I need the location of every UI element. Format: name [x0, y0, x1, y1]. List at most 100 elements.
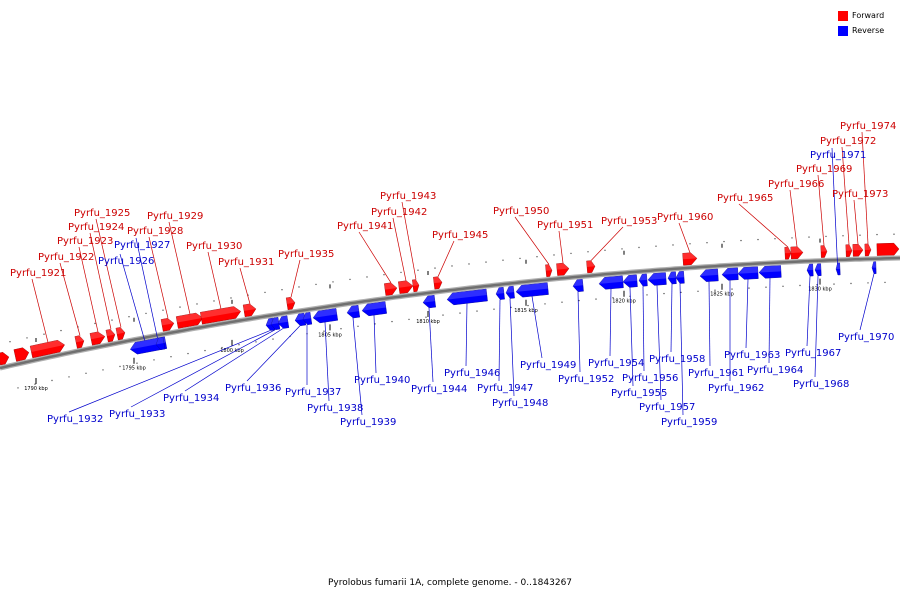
- gene-arrow-pyrfu-1923[interactable]: [89, 331, 106, 346]
- gene-arrow-pyrfu-1968[interactable]: [814, 263, 822, 277]
- gene-arrow-pyrfu-1955[interactable]: [622, 274, 638, 288]
- gene-label[interactable]: Pyrfu_1935: [278, 249, 334, 260]
- gene-arrow-pyrfu-1944[interactable]: [422, 294, 436, 309]
- gene-label[interactable]: Pyrfu_1963: [724, 350, 780, 361]
- gene-arrow-pyrfu-1953[interactable]: [586, 260, 596, 274]
- gene-arrow-unlabeled[interactable]: [13, 347, 30, 362]
- gene-arrow-pyrfu-1935[interactable]: [285, 296, 296, 310]
- gene-arrow-pyrfu-1928[interactable]: [160, 317, 175, 332]
- gene-label[interactable]: Pyrfu_1949: [520, 360, 576, 371]
- gene-arrow-pyrfu-1936[interactable]: [294, 312, 307, 327]
- gene-label[interactable]: Pyrfu_1956: [622, 373, 678, 384]
- gene-arrow-pyrfu-1941[interactable]: [384, 282, 398, 296]
- gene-arrow-unlabeled[interactable]: [0, 351, 10, 366]
- gene-arrow-pyrfu-1951[interactable]: [556, 262, 570, 276]
- gene-label[interactable]: Pyrfu_1932: [47, 414, 103, 425]
- gene-arrow-pyrfu-1943[interactable]: [412, 279, 420, 293]
- gene-label[interactable]: Pyrfu_1954: [588, 358, 644, 369]
- gene-label[interactable]: Pyrfu_1962: [708, 383, 764, 394]
- gene-arrow-pyrfu-1963[interactable]: [737, 266, 759, 280]
- gene-arrow-pyrfu-1940[interactable]: [361, 301, 387, 317]
- gene-label[interactable]: Pyrfu_1952: [558, 374, 614, 385]
- gene-label[interactable]: Pyrfu_1938: [307, 403, 363, 414]
- gene-label[interactable]: Pyrfu_1924: [68, 222, 124, 233]
- gene-arrow-pyrfu-1959[interactable]: [675, 271, 685, 284]
- gene-label[interactable]: Pyrfu_1964: [747, 365, 803, 376]
- gene-label[interactable]: Pyrfu_1948: [492, 398, 548, 409]
- gene-label[interactable]: Pyrfu_1969: [796, 164, 852, 175]
- gene-label[interactable]: Pyrfu_1944: [411, 384, 467, 395]
- gene-label[interactable]: Pyrfu_1971: [810, 150, 866, 161]
- gene-label[interactable]: Pyrfu_1959: [661, 417, 717, 428]
- gene-arrow-pyrfu-1938[interactable]: [312, 308, 338, 324]
- gene-arrow-pyrfu-1960[interactable]: [682, 252, 698, 266]
- gene-label[interactable]: Pyrfu_1926: [98, 256, 154, 267]
- gene-arrow-pyrfu-1921[interactable]: [29, 339, 66, 359]
- gene-arrow-pyrfu-1967[interactable]: [806, 263, 814, 277]
- gene-arrow-pyrfu-1961[interactable]: [699, 268, 719, 282]
- gene-arrow-pyrfu-1958[interactable]: [667, 271, 677, 285]
- gene-label[interactable]: Pyrfu_1967: [785, 348, 841, 359]
- gene-arrow-unlabeled[interactable]: [876, 242, 900, 256]
- gene-arrow-pyrfu-1945[interactable]: [433, 276, 443, 290]
- gene-arrow-pyrfu-1948[interactable]: [505, 285, 515, 299]
- gene-label[interactable]: Pyrfu_1934: [163, 393, 219, 404]
- gene-arrow-pyrfu-1942[interactable]: [398, 280, 414, 294]
- gene-label[interactable]: Pyrfu_1929: [147, 211, 203, 222]
- gene-arrow-pyrfu-1957[interactable]: [647, 272, 667, 286]
- gene-arrow-pyrfu-1934[interactable]: [277, 315, 290, 329]
- gene-arrow-pyrfu-1970[interactable]: [871, 261, 877, 274]
- gene-arrow-pyrfu-1969[interactable]: [820, 245, 828, 258]
- gene-arrow-pyrfu-1972[interactable]: [845, 244, 853, 257]
- gene-arrow-pyrfu-1966[interactable]: [790, 246, 804, 260]
- gene-label[interactable]: Pyrfu_1974: [840, 121, 896, 132]
- gene-label[interactable]: Pyrfu_1950: [493, 206, 549, 217]
- gene-arrow-pyrfu-1931[interactable]: [242, 303, 257, 318]
- gene-label[interactable]: Pyrfu_1958: [649, 354, 705, 365]
- gene-arrow-pyrfu-1973[interactable]: [852, 243, 864, 257]
- gene-arrow-pyrfu-1965[interactable]: [784, 246, 792, 260]
- gene-label[interactable]: Pyrfu_1957: [639, 402, 695, 413]
- gene-arrow-pyrfu-1924[interactable]: [105, 329, 116, 343]
- gene-arrow-pyrfu-1954[interactable]: [598, 275, 624, 290]
- gene-arrow-pyrfu-1939[interactable]: [346, 304, 361, 319]
- gene-label[interactable]: Pyrfu_1923: [57, 236, 113, 247]
- gene-arrow-pyrfu-1952[interactable]: [572, 279, 584, 292]
- gene-arrow-pyrfu-1956[interactable]: [638, 273, 648, 287]
- gene-arrow-pyrfu-1946[interactable]: [446, 288, 488, 306]
- gene-label[interactable]: Pyrfu_1931: [218, 257, 274, 268]
- gene-label[interactable]: Pyrfu_1961: [688, 368, 744, 379]
- gene-arrow-pyrfu-1927[interactable]: [155, 336, 166, 350]
- gene-label[interactable]: Pyrfu_1973: [832, 189, 888, 200]
- gene-label[interactable]: Pyrfu_1966: [768, 179, 824, 190]
- gene-label[interactable]: Pyrfu_1937: [285, 387, 341, 398]
- gene-label[interactable]: Pyrfu_1970: [838, 332, 894, 343]
- gene-label[interactable]: Pyrfu_1945: [432, 230, 488, 241]
- gene-label[interactable]: Pyrfu_1933: [109, 409, 165, 420]
- gene-label[interactable]: Pyrfu_1941: [337, 221, 393, 232]
- gene-label[interactable]: Pyrfu_1946: [444, 368, 500, 379]
- gene-label[interactable]: Pyrfu_1936: [225, 383, 281, 394]
- gene-label[interactable]: Pyrfu_1960: [657, 212, 713, 223]
- gene-label[interactable]: Pyrfu_1968: [793, 379, 849, 390]
- gene-arrow-pyrfu-1925[interactable]: [115, 327, 126, 341]
- gene-arrow-pyrfu-1937[interactable]: [302, 312, 313, 326]
- gene-arrow-pyrfu-1929[interactable]: [175, 312, 204, 329]
- gene-label[interactable]: Pyrfu_1928: [127, 226, 183, 237]
- gene-label[interactable]: Pyrfu_1965: [717, 193, 773, 204]
- gene-arrow-pyrfu-1962[interactable]: [721, 267, 739, 281]
- gene-label[interactable]: Pyrfu_1972: [820, 136, 876, 147]
- gene-label[interactable]: Pyrfu_1955: [611, 388, 667, 399]
- gene-arrow-pyrfu-1974[interactable]: [864, 243, 872, 257]
- gene-label[interactable]: Pyrfu_1940: [354, 375, 410, 386]
- gene-arrow-pyrfu-1964[interactable]: [758, 265, 782, 279]
- gene-label[interactable]: Pyrfu_1939: [340, 417, 396, 428]
- gene-arrow-pyrfu-1950[interactable]: [545, 264, 553, 277]
- gene-label[interactable]: Pyrfu_1921: [10, 268, 66, 279]
- gene-arrow-pyrfu-1930[interactable]: [200, 305, 241, 325]
- gene-arrow-pyrfu-1933[interactable]: [270, 317, 281, 331]
- gene-arrow-pyrfu-1949[interactable]: [515, 282, 549, 298]
- gene-label[interactable]: Pyrfu_1925: [74, 208, 130, 219]
- gene-label[interactable]: Pyrfu_1942: [371, 207, 427, 218]
- gene-arrow-pyrfu-1922[interactable]: [74, 335, 85, 349]
